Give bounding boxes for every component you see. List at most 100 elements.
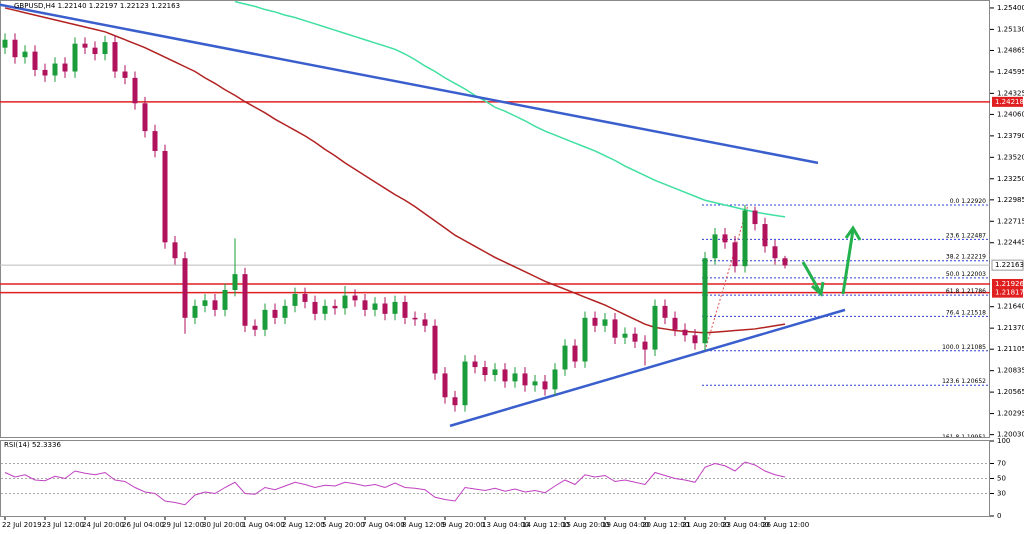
candle-body <box>192 305 198 318</box>
candle-body <box>342 295 348 309</box>
fib-label: 76.4 1.21518 <box>946 309 986 316</box>
y-tick-label: 50 <box>997 475 1006 483</box>
y-tick-label: 1.22445 <box>997 239 1024 247</box>
candle-body <box>122 71 128 78</box>
fib-label: 123.6 1.20652 <box>942 378 986 385</box>
candle-body <box>22 51 28 58</box>
candle-body <box>372 303 378 310</box>
candle-body <box>432 325 438 374</box>
candle-body <box>512 373 518 382</box>
candle-body <box>642 341 648 350</box>
x-tick-label: 26 Aug 12:00 <box>762 521 809 529</box>
x-tick-label: 21 Aug 20:00 <box>682 521 729 529</box>
fib-ratio: 0.0 <box>950 197 960 204</box>
candle-body <box>742 210 748 267</box>
x-tick-label: 7 Aug 04:00 <box>362 521 405 529</box>
candle-body <box>652 305 658 350</box>
candle-body <box>472 361 478 368</box>
candle-body <box>772 246 778 259</box>
candle-body <box>702 258 708 344</box>
fib-ratio: 38.2 <box>946 253 960 260</box>
candle-body <box>402 301 408 318</box>
x-tick-label: 14 Aug 12:00 <box>522 521 569 529</box>
candle-body <box>262 309 268 330</box>
rsi-line <box>4 461 786 506</box>
fib-price: 1.22487 <box>961 232 986 239</box>
candle-body <box>172 242 178 259</box>
fib-swing <box>704 204 749 351</box>
fib-ratio: 50.0 <box>946 270 960 277</box>
candle-body <box>72 43 78 72</box>
moving-average <box>234 0 786 218</box>
candle-body <box>242 274 248 326</box>
candle-body <box>392 301 398 314</box>
fib-price: 1.21518 <box>961 309 986 316</box>
chart-title: GBPUSD,H4 1.22140 1.22197 1.22123 1.2216… <box>14 2 180 10</box>
candle-body <box>312 301 318 314</box>
y-tick-label: 70 <box>997 460 1006 468</box>
candle-body <box>622 333 628 338</box>
candle-body <box>292 293 298 306</box>
level-label: 1.24218 <box>995 98 1024 106</box>
fib-ratio: 61.8 <box>946 288 960 295</box>
candle-body <box>542 381 548 390</box>
candle-body <box>592 317 598 326</box>
x-tick-label: 1 Aug 04:00 <box>242 521 285 529</box>
y-tick-label: 1.24325 <box>997 89 1024 97</box>
trendline <box>0 3 819 165</box>
y-tick-label: 1.22985 <box>997 196 1024 204</box>
last-price-label: 1.22163 <box>995 261 1024 269</box>
fib-label: 38.2 1.22219 <box>946 253 986 260</box>
x-tick-label: 15 Aug 20:00 <box>562 521 609 529</box>
fib-label: 161.8 1.19951 <box>942 433 986 440</box>
fib-price: 1.22219 <box>961 253 986 260</box>
x-tick-label: 19 Aug 04:00 <box>602 521 649 529</box>
fib-price: 1.22920 <box>961 197 986 204</box>
candle-body <box>692 335 698 344</box>
x-tick-label: 2 Aug 12:00 <box>282 521 325 529</box>
level-label: 1.21817 <box>995 289 1024 297</box>
y-tick-label: 1.23520 <box>997 153 1024 161</box>
candle-body <box>182 258 188 318</box>
candle-body <box>582 317 588 362</box>
candle-body <box>572 345 578 362</box>
y-tick-label: 1.23250 <box>997 175 1024 183</box>
candle-body <box>12 39 18 58</box>
level-label-box <box>992 96 1023 107</box>
fib-ratio: 123.6 <box>942 378 959 385</box>
candle-body <box>222 290 228 310</box>
x-tick-label: 5 Aug 20:00 <box>322 521 365 529</box>
candle-body <box>282 305 288 318</box>
x-tick-label: 29 Jul 12:00 <box>162 521 204 529</box>
candle-body <box>502 369 508 382</box>
forecast-arrows <box>801 225 862 297</box>
y-tick-label: 1.21370 <box>997 324 1024 332</box>
candle-body <box>682 329 688 336</box>
fib-label: 61.8 1.21786 <box>946 288 986 295</box>
candle-body <box>522 373 528 386</box>
fib-label: 23.6 1.22487 <box>946 232 986 239</box>
candle-body <box>732 242 738 267</box>
candle-body <box>452 397 458 406</box>
candle-body <box>382 303 388 314</box>
candle-body <box>322 305 328 314</box>
candle-body <box>662 305 668 318</box>
x-tick-label: 20 Aug 12:00 <box>642 521 689 529</box>
candle-body <box>62 63 68 72</box>
fib-ratio: 76.4 <box>946 309 960 316</box>
x-tick-label: 9 Aug 20:00 <box>442 521 485 529</box>
y-tick-label: 1.20030 <box>997 431 1024 439</box>
trendline <box>449 308 846 428</box>
fib-ratio: 23.6 <box>946 232 960 239</box>
candle-body <box>422 319 428 326</box>
candle-body <box>152 131 158 151</box>
candle-body <box>532 381 538 386</box>
arrow-down <box>801 261 822 293</box>
y-tick-label: 1.20565 <box>997 388 1024 396</box>
candle-body <box>2 39 8 48</box>
y-tick-label: 1.25400 <box>997 4 1024 12</box>
y-tick-label: 1.24060 <box>997 110 1024 118</box>
arrow-head <box>844 225 862 241</box>
candle-body <box>492 369 498 376</box>
